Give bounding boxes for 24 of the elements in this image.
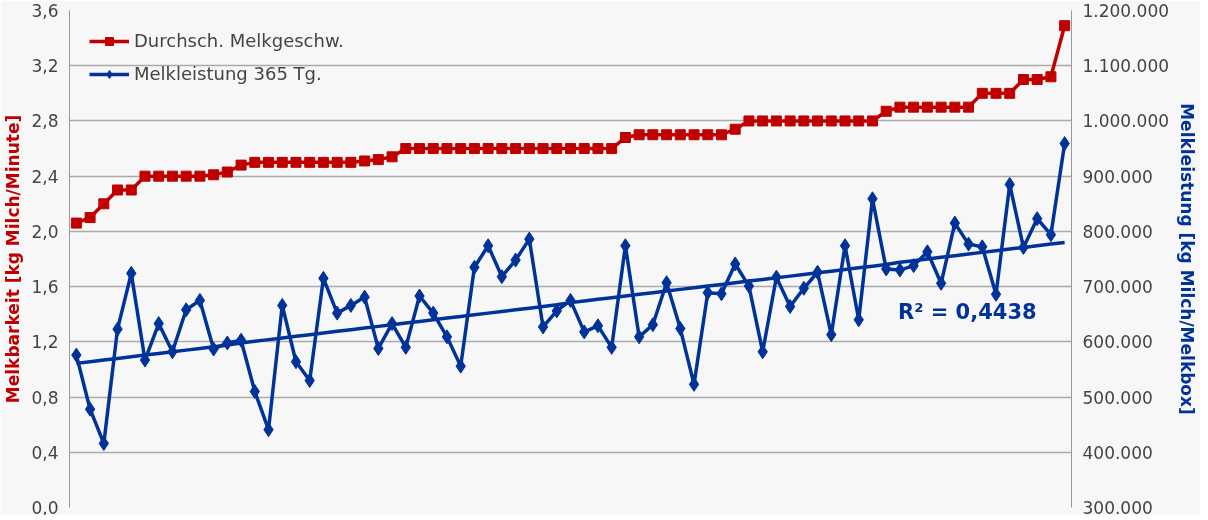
y2-tick-label: 700.000 [1082, 277, 1153, 298]
y2-tick-label: 1.200.000 [1082, 1, 1170, 21]
y2-tick-label: 600.000 [1082, 332, 1153, 353]
y2-tick-label: 1.000.000 [1082, 111, 1170, 132]
y-tick-label: 2,4 [31, 166, 59, 187]
y2-tick-label: 400.000 [1082, 442, 1153, 463]
annotation: R² = 0,4438 [898, 299, 1037, 324]
y-tick-label: 2,0 [31, 221, 59, 242]
y-axis-title: Melkbarkeit [kg Milch/Minute] [3, 114, 24, 404]
y-tick-label: 2,8 [31, 111, 59, 132]
y2-tick-label: 300.000 [1082, 498, 1153, 518]
y-tick-label: 1,6 [31, 277, 59, 298]
y2-axis-title: Melkleistung [kg Milch/Melkbox] [1177, 103, 1198, 415]
y-tick-label: 1,2 [31, 332, 59, 353]
y2-tick-label: 1.100.000 [1082, 56, 1170, 77]
y-tick-label: 0,4 [31, 442, 59, 463]
y2-tick-label: 500.000 [1082, 387, 1153, 408]
y2-tick-label: 800.000 [1082, 221, 1153, 242]
y-tick-label: 3,2 [31, 56, 59, 77]
y2-tick-label: 900.000 [1082, 166, 1153, 187]
legend-label: Durchsch. Melkgeschw. [134, 30, 344, 51]
y-tick-label: 3,6 [31, 1, 59, 21]
legend-label: Melkleistung 365 Tg. [134, 63, 322, 84]
y-tick-label: 0,8 [31, 387, 59, 408]
